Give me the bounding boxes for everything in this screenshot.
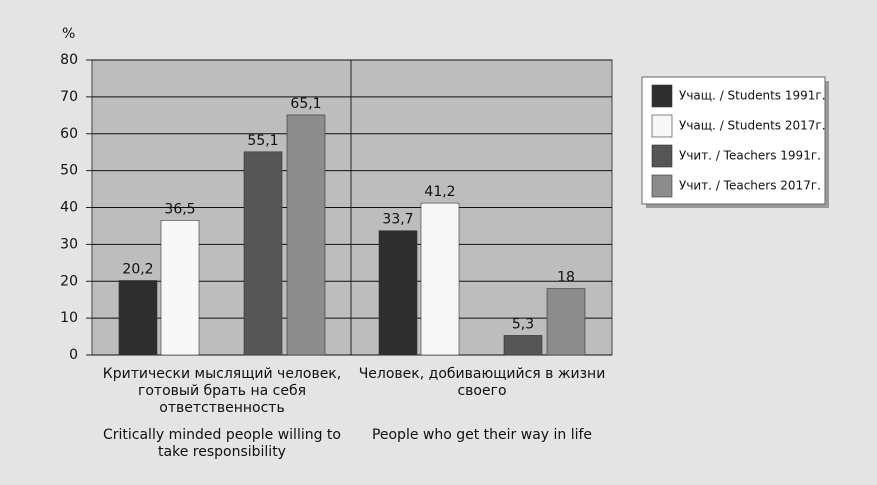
data-label: 33,7 xyxy=(382,212,413,228)
legend-label: Учит. / Teachers 2017г. xyxy=(679,179,821,193)
bar xyxy=(160,220,200,356)
bar xyxy=(546,288,586,356)
y-tick-label: 0 xyxy=(69,347,78,363)
y-tick-label: 10 xyxy=(60,310,78,326)
y-tick-label: 50 xyxy=(60,163,78,179)
legend-label: Учащ. / Students 2017г. xyxy=(679,119,826,133)
data-label: 55,1 xyxy=(247,133,278,149)
bar xyxy=(286,114,326,356)
data-label: 5,3 xyxy=(512,316,534,332)
data-label: 36,5 xyxy=(164,201,195,217)
bar xyxy=(503,335,543,356)
bar xyxy=(420,202,460,356)
data-label: 18 xyxy=(557,270,575,286)
y-tick-label: 30 xyxy=(60,236,78,252)
legend-label: Учит. / Teachers 1991г. xyxy=(679,149,821,163)
y-tick-label: 20 xyxy=(60,273,78,289)
legend-swatch xyxy=(651,114,673,138)
x-category-label-en: People who get their way in life xyxy=(371,427,593,443)
legend-swatch xyxy=(651,84,673,108)
x-category-label: Человек, добивающийся в жизни своего xyxy=(358,366,606,399)
y-tick-label: 60 xyxy=(60,126,78,142)
x-category-label: Критически мыслящий человек, готовый бра… xyxy=(102,366,342,416)
legend-swatch xyxy=(651,144,673,168)
data-label: 20,2 xyxy=(122,262,153,278)
y-tick-label: 40 xyxy=(60,200,78,216)
legend-box xyxy=(641,76,826,205)
legend-label: Учащ. / Students 1991г. xyxy=(679,89,826,103)
data-label: 65,1 xyxy=(290,96,321,112)
data-label: 41,2 xyxy=(424,184,455,200)
y-tick-label: 70 xyxy=(60,89,78,105)
bar xyxy=(378,230,418,356)
legend-swatch xyxy=(651,174,673,198)
bar xyxy=(243,151,283,356)
y-tick-label: 80 xyxy=(60,52,78,68)
x-category-label-en: Critically minded people willing to take… xyxy=(102,427,341,460)
bar xyxy=(118,280,158,356)
y-axis-label: % xyxy=(62,26,75,42)
